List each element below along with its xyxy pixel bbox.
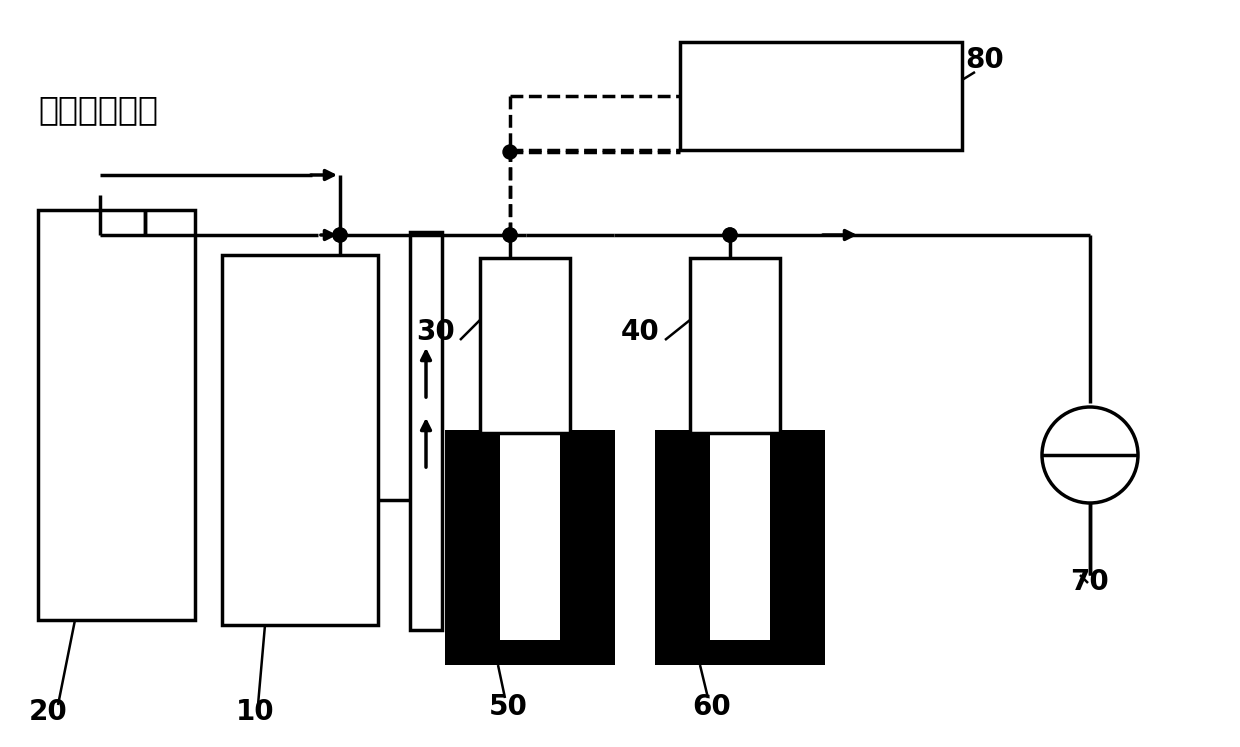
Text: 40: 40 — [621, 318, 660, 346]
Bar — [560, 430, 615, 665]
Circle shape — [723, 228, 737, 242]
Bar — [500, 430, 560, 640]
Bar — [445, 638, 615, 665]
Circle shape — [503, 145, 517, 159]
Bar — [445, 430, 500, 665]
Bar — [689, 258, 780, 433]
Circle shape — [334, 228, 347, 242]
Text: 80: 80 — [966, 46, 1004, 74]
Bar — [222, 255, 378, 625]
Text: 70: 70 — [1070, 568, 1110, 596]
Circle shape — [723, 228, 737, 242]
Bar — [480, 258, 570, 433]
Text: 20: 20 — [29, 698, 67, 726]
Text: 30: 30 — [417, 318, 455, 346]
Circle shape — [503, 228, 517, 242]
Circle shape — [334, 228, 347, 242]
Text: 净化后的工质: 净化后的工质 — [38, 93, 157, 126]
Bar — [711, 430, 770, 640]
Bar — [38, 210, 195, 620]
Bar — [655, 638, 825, 665]
Bar — [680, 42, 962, 150]
Text: 50: 50 — [489, 693, 527, 721]
Circle shape — [503, 228, 517, 242]
Text: 60: 60 — [693, 693, 732, 721]
Bar — [655, 430, 711, 665]
Bar — [410, 232, 441, 630]
Bar — [770, 430, 825, 665]
Text: 10: 10 — [236, 698, 274, 726]
